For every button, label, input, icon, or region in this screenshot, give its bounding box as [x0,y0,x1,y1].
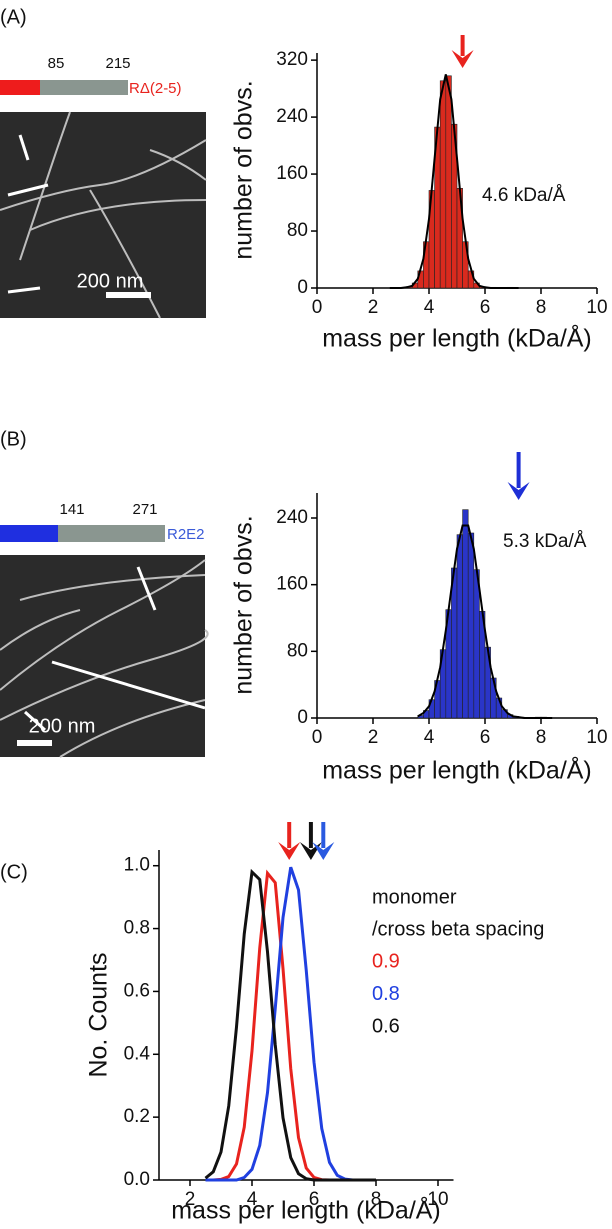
construct-number: 85 [48,55,65,72]
y-axis-label: number of obvs. [230,80,258,259]
x-tick-label: 0 [312,727,323,748]
construct-name: R2E2 [167,526,205,543]
construct-number: 141 [59,501,84,518]
line-series [204,868,376,1182]
x-axis-label: mass per length (kDa/Å) [322,323,592,353]
y-tick-label: 0.2 [124,1106,150,1127]
scale-bar-label: 200 nm [77,270,144,292]
construct-number: 215 [105,55,130,72]
histogram-bar [439,80,447,289]
panel-label: (C) [0,861,28,883]
arrow [507,452,530,500]
y-tick-label: 0 [297,277,308,298]
arrow [312,822,335,860]
histogram-bar [467,532,475,719]
x-tick-label: 2 [185,1189,196,1210]
x-tick-label: 6 [480,727,491,748]
construct-segment [58,525,165,542]
y-axis-label: number of obvs. [230,515,258,694]
arrow [299,822,322,860]
x-axis-label: mass per length (kDa/Å) [322,755,592,785]
construct-segment [40,80,128,95]
y-tick-label: 0.6 [124,980,150,1001]
construct-name: RΔ(2-5) [129,80,182,97]
annotation: 5.3 kDa/Å [503,531,587,552]
legend-title: /cross beta spacing [372,918,544,940]
construct-segment [0,525,58,542]
histogram-bar [445,75,452,289]
legend-entry: 0.6 [372,1015,400,1037]
y-tick-label: 0.0 [124,1169,150,1190]
histogram-bar [456,534,463,719]
fit-curve [389,74,519,289]
y-tick-label: 80 [287,640,308,661]
x-tick-label: 10 [586,297,607,318]
y-tick-label: 240 [276,106,308,127]
arrow [278,822,301,860]
x-tick-label: 10 [427,1189,448,1210]
y-axis-label: No. Counts [85,952,113,1077]
y-tick-label: 160 [276,574,308,595]
x-tick-label: 0 [312,297,323,318]
micrograph: 200 nm [0,111,207,319]
construct-number: 271 [132,501,157,518]
arrow-head [451,50,474,68]
panel-label: (B) [0,428,27,450]
x-tick-label: 4 [424,727,435,748]
line-series [205,866,376,1182]
histogram-bar [462,509,469,719]
arrow-head [278,842,301,860]
y-tick-label: 0.4 [124,1043,151,1064]
scale-bar-label: 200 nm [29,715,96,737]
histogram-bar [473,569,480,719]
x-tick-label: 4 [424,297,435,318]
x-tick-label: 8 [536,727,547,748]
panel-label: (A) [0,6,27,28]
x-tick-label: 6 [480,297,491,318]
x-axis-label: mass per length (kDa/Å) [171,1195,441,1225]
x-tick-label: 10 [586,727,607,748]
y-tick-label: 160 [276,163,308,184]
x-tick-label: 2 [368,297,379,318]
y-tick-label: 320 [276,49,308,70]
micrograph: 200 nm [0,555,209,758]
x-tick-label: 8 [371,1189,382,1210]
histogram-bar [451,567,458,719]
x-tick-label: 2 [368,727,379,748]
y-tick-label: 0.8 [124,918,150,939]
x-tick-label: 6 [309,1189,320,1210]
arrow-head [507,482,530,500]
legend-title: monomer [372,886,457,908]
x-tick-label: 8 [536,297,547,318]
y-tick-label: 240 [276,507,308,528]
x-tick-label: 4 [247,1189,258,1210]
y-tick-label: 1.0 [124,855,150,876]
construct-segment [0,80,40,95]
y-tick-label: 0 [297,707,308,728]
line-series [205,869,376,1182]
fit-curve [417,524,553,719]
arrow [451,35,474,68]
legend-entry: 0.8 [372,983,400,1005]
y-tick-label: 80 [287,220,308,241]
legend-entry: 0.9 [372,950,400,972]
arrow-head [312,842,335,860]
annotation: 4.6 kDa/Å [482,185,566,206]
